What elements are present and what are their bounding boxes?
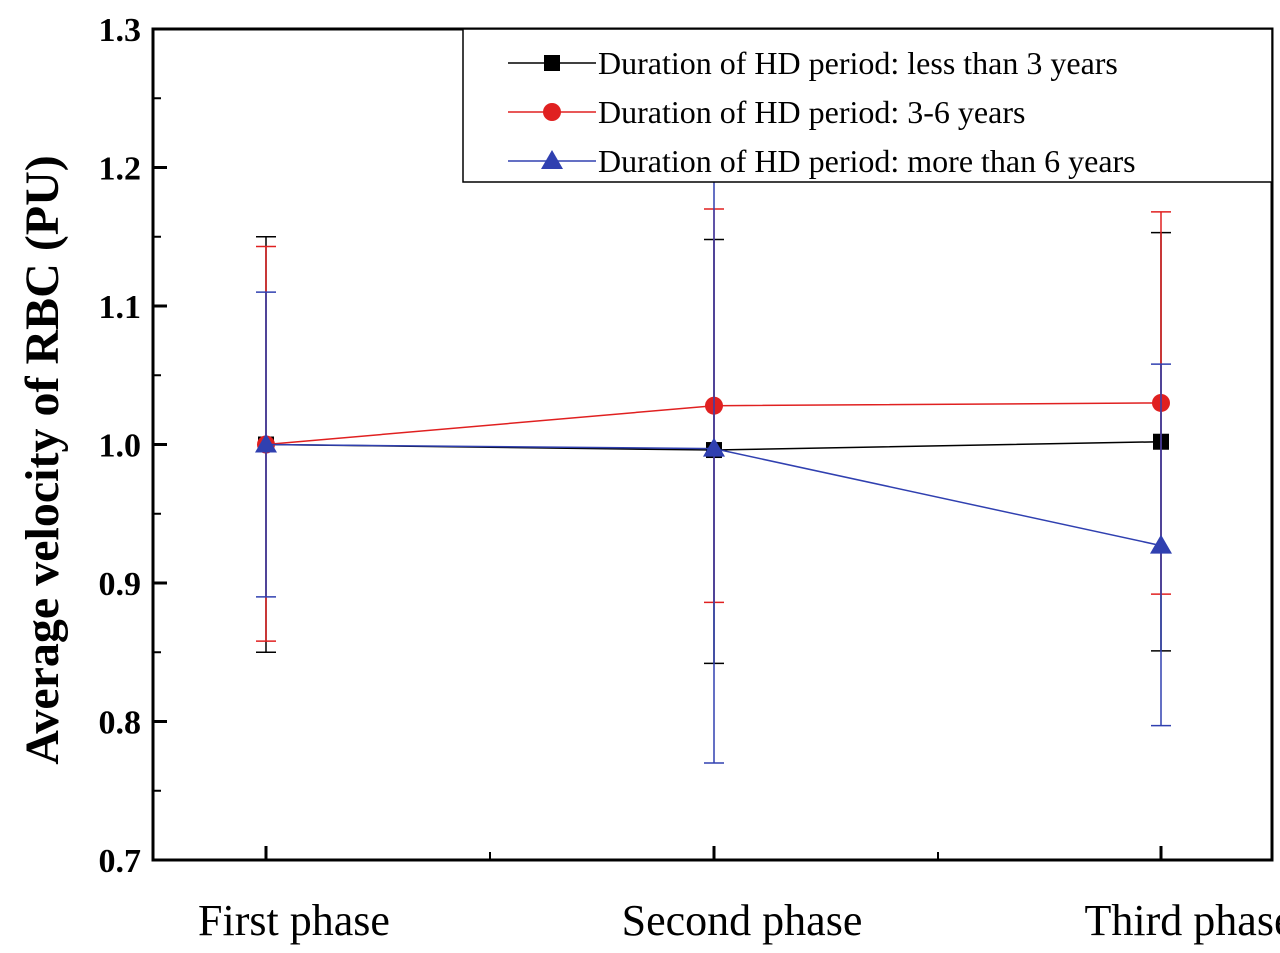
legend-label: Duration of HD period: 3-6 years <box>598 94 1025 130</box>
legend-label: Duration of HD period: less than 3 years <box>598 45 1118 81</box>
y-tick-label: 0.8 <box>99 705 142 742</box>
y-tick-label: 0.9 <box>99 566 142 603</box>
x-tick-label: Third phase <box>1085 896 1280 945</box>
series-2 <box>255 133 1172 764</box>
y-tick-label: 1.2 <box>99 151 142 188</box>
x-tick-label: Second phase <box>622 896 863 945</box>
triangle-marker <box>703 437 725 457</box>
axes: 0.7 0.8 0.9 1.0 1.1 1.2 1.3 First phase Second p… <box>99 12 1280 945</box>
y-tick-label: 0.7 <box>99 843 142 880</box>
y-tick-label: 1.1 <box>99 289 142 326</box>
circle-marker <box>543 103 561 121</box>
triangle-marker <box>1150 534 1172 554</box>
legend: Duration of HD period: less than 3 years… <box>462 28 1273 183</box>
triangle-marker <box>541 150 563 169</box>
y-tick-label: 1.3 <box>99 12 142 49</box>
triangle-marker <box>255 433 277 453</box>
legend-box <box>462 28 1273 183</box>
series-layer <box>255 133 1172 764</box>
y-axis-label: Average velocity of RBC (PU) <box>16 155 69 765</box>
legend-label: Duration of HD period: more than 6 years <box>598 143 1136 179</box>
x-tick-label: First phase <box>198 896 390 945</box>
y-tick-label: 1.0 <box>99 428 142 465</box>
square-marker <box>544 55 560 71</box>
